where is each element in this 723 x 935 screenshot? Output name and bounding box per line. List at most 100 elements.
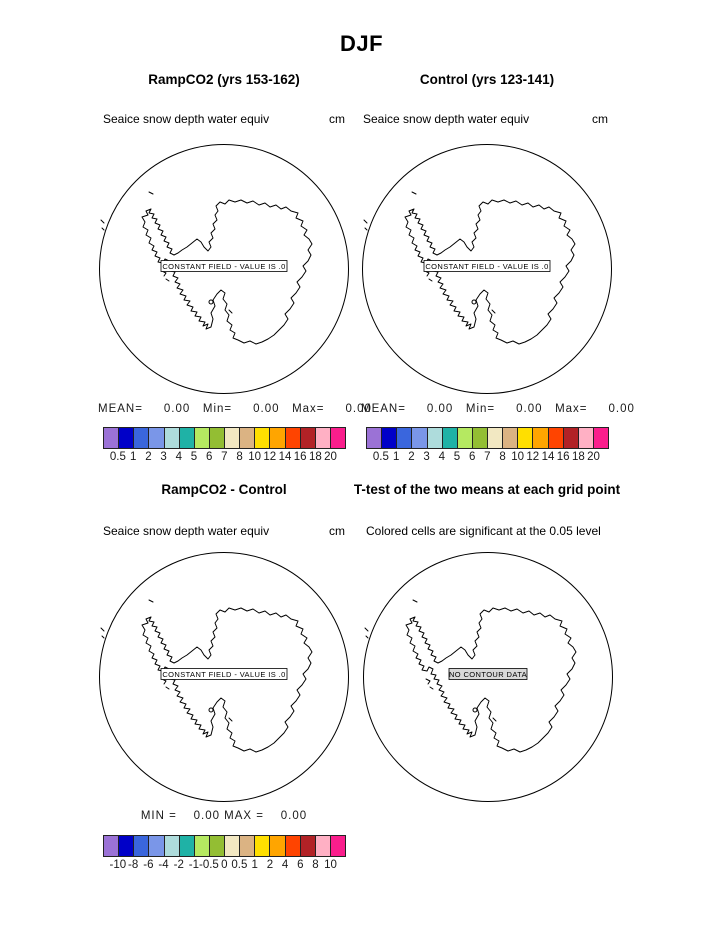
panel2-title: Control (yrs 123-141) — [419, 72, 555, 87]
panel3-stats: MIN = 0.00 MAX = 0.00 — [140, 810, 308, 822]
panel4-title: T-test of the two means at each grid poi… — [353, 482, 621, 497]
panel1-colorbar: 0.5 1 2 3 4 5 6 7 8 10 12 14 16 18 20 — [103, 427, 346, 467]
colorbar-tick-labels: 0.5 1 2 3 4 5 6 7 8 10 12 14 16 18 20 — [366, 451, 609, 467]
colorbar-cell — [285, 836, 301, 856]
colorbar-tick-label: -4 — [158, 859, 169, 871]
colorbar-cell — [209, 428, 225, 448]
colorbar-tick-label: 12 — [526, 451, 540, 463]
colorbar-tick-label: 4 — [281, 859, 289, 871]
map-label-text: NO CONTOUR DATA — [449, 670, 527, 679]
colorbar-cell — [427, 428, 443, 448]
colorbar-cell — [255, 836, 271, 856]
colorbar-cells — [103, 835, 346, 857]
map-label-box — [423, 260, 551, 272]
colorbar-tick-label: 0.5 — [231, 859, 248, 871]
small-islands — [363, 191, 496, 314]
colorbar-tick-label: 5 — [190, 451, 198, 463]
colorbar-cell — [134, 428, 150, 448]
colorbar-tick-label: 8 — [236, 451, 243, 463]
colorbar-tick-label: 18 — [308, 451, 322, 463]
panel3-map: CONSTANT FIELD - VALUE IS .0 — [98, 551, 350, 803]
colorbar-tick-label: -0.5 — [199, 859, 219, 871]
colorbar-cell — [533, 428, 549, 448]
colorbar-tick-label: 8 — [499, 451, 506, 463]
panel3-title: RampCO2 - Control — [161, 482, 287, 497]
colorbar-tick-label: 4 — [438, 451, 446, 463]
colorbar-tick-label: -6 — [143, 859, 154, 871]
colorbar-cell — [255, 428, 271, 448]
colorbar-cell — [179, 836, 195, 856]
colorbar-tick-label: -1 — [188, 859, 200, 871]
colorbar-cell — [548, 428, 564, 448]
panel3-subrow: Seaice snow depth water equiv cm — [98, 524, 350, 538]
colorbar-tick-label: 2 — [145, 451, 152, 463]
colorbar-cell — [134, 836, 150, 856]
colorbar-tick-label: -8 — [128, 859, 139, 871]
antarctica-coastline — [141, 607, 313, 753]
colorbar-cell — [179, 428, 195, 448]
map-boundary-circle — [99, 144, 349, 394]
map-label-text: CONSTANT FIELD - VALUE IS .0 — [162, 262, 285, 271]
map-boundary-circle — [362, 144, 612, 394]
colorbar-tick-label: 20 — [324, 451, 337, 463]
panel1-title: RampCO2 (yrs 153-162) — [148, 72, 300, 87]
colorbar-tick-label: 4 — [175, 451, 183, 463]
panel1-stats: MEAN= 0.00 Min= 0.00 Max= 0.00 — [98, 403, 372, 415]
colorbar-cell — [330, 428, 345, 448]
antarctica-map: CONSTANT FIELD - VALUE IS .0 — [99, 144, 349, 394]
colorbar-tick-label: 1 — [251, 859, 258, 871]
colorbar-cell — [240, 836, 256, 856]
panel4-significance-note: Colored cells are significant at the 0.0… — [366, 524, 601, 538]
colorbar-cell — [472, 428, 488, 448]
colorbar-tick-label: 0 — [221, 859, 228, 871]
colorbar-tick-label: 16 — [293, 451, 307, 463]
colorbar-tick-label: 8 — [312, 859, 319, 871]
panel2-field-label: Seaice snow depth water equiv — [363, 112, 530, 126]
colorbar-tick-label: 16 — [556, 451, 570, 463]
colorbar-tick-label: 10 — [324, 859, 337, 871]
panel4-map: NO CONTOUR DATA — [362, 551, 614, 803]
colorbar-cell — [194, 428, 210, 448]
colorbar-tick-label: 0.5 — [109, 451, 126, 463]
colorbar-tick-label: 1 — [130, 451, 137, 463]
colorbar-cell — [593, 428, 608, 448]
colorbar-tick-label: 6 — [297, 859, 304, 871]
panel3-unit-label: cm — [329, 524, 345, 538]
colorbar-cell — [270, 428, 286, 448]
colorbar-tick-label: 18 — [571, 451, 585, 463]
antarctica-coastline — [141, 199, 313, 345]
colorbar-cell — [382, 428, 398, 448]
colorbar-cell — [270, 836, 286, 856]
colorbar-cell — [104, 836, 120, 856]
colorbar-cell — [225, 428, 241, 448]
figure-title: DJF — [339, 31, 384, 56]
colorbar-cell — [488, 428, 504, 448]
colorbar-cell — [330, 836, 345, 856]
map-boundary-circle — [363, 552, 613, 802]
colorbar-cell — [315, 428, 331, 448]
colorbar-cell — [225, 836, 241, 856]
colorbar-tick-label: 14 — [278, 451, 292, 463]
panel1-map: CONSTANT FIELD - VALUE IS .0 — [98, 143, 350, 395]
panel2-colorbar: 0.5 1 2 3 4 5 6 7 8 10 12 14 16 18 20 — [366, 427, 609, 467]
antarctica-map: CONSTANT FIELD - VALUE IS .0 — [362, 144, 612, 394]
map-label-box — [160, 260, 288, 272]
map-label-text: CONSTANT FIELD - VALUE IS .0 — [162, 670, 285, 679]
colorbar-cells — [103, 427, 346, 449]
colorbar-tick-labels: -10 -8 -6 -4 -2 -1 -0.5 0 0.5 1 2 4 6 8 10 — [103, 859, 346, 875]
colorbar-cell — [149, 836, 165, 856]
antarctica-map: NO CONTOUR DATA — [363, 552, 613, 802]
map-boundary-circle — [99, 552, 349, 802]
small-islands — [100, 191, 233, 314]
colorbar-cell — [578, 428, 594, 448]
colorbar-cell — [164, 836, 180, 856]
colorbar-cell — [285, 428, 301, 448]
panel2-unit-label: cm — [592, 112, 608, 126]
colorbar-tick-label: 12 — [263, 451, 277, 463]
panel2-stats: MEAN= 0.00 Min= 0.00 Max= 0.00 — [361, 403, 635, 415]
panel1-subrow: Seaice snow depth water equiv cm — [98, 112, 350, 126]
colorbar-cell — [300, 428, 316, 448]
colorbar-tick-label: 10 — [511, 451, 525, 463]
colorbar-cell — [503, 428, 519, 448]
colorbar-cell — [397, 428, 413, 448]
